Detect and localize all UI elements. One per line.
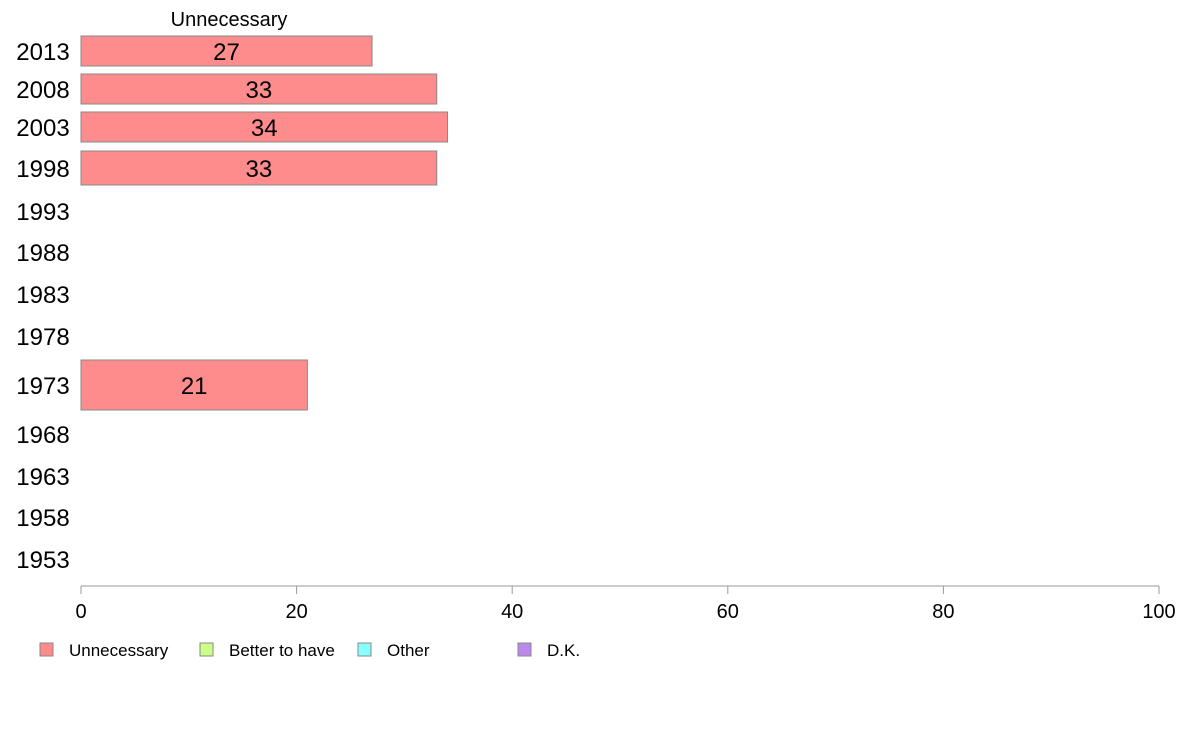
bar-row: 2013 27 (16, 35, 373, 67)
value-label: 33 (246, 77, 273, 104)
year-label: 1963 (16, 464, 69, 491)
bar-row: 1993 (16, 199, 69, 226)
legend-label: Other (387, 641, 430, 660)
bar-unnecessary (80, 35, 373, 67)
tick-label: 40 (501, 601, 523, 623)
bar-row: 2008 33 (16, 73, 438, 105)
bar-row: 1963 (16, 464, 69, 491)
year-label: 1973 (16, 373, 69, 400)
x-axis: 0 20 40 60 80 100 (75, 585, 1176, 623)
legend-swatch (199, 642, 214, 657)
year-label: 1958 (16, 505, 69, 532)
legend: Unnecessary Better to have Other D.K. (39, 641, 580, 660)
tick-label: 0 (75, 601, 86, 623)
bar-unnecessary (80, 150, 438, 186)
legend-item: Better to have (199, 641, 335, 660)
year-label: 2008 (16, 77, 69, 104)
legend-item: D.K. (517, 641, 580, 660)
year-label: 1968 (16, 422, 69, 449)
bar-row: 1978 (16, 324, 69, 351)
value-label: 21 (181, 373, 208, 400)
tick-label: 80 (932, 601, 954, 623)
tick-label: 20 (285, 601, 307, 623)
value-label: 33 (246, 156, 273, 183)
bar-row: 1983 (16, 282, 69, 309)
year-label: 1953 (16, 547, 69, 574)
legend-swatch (357, 642, 372, 657)
year-label: 1993 (16, 199, 69, 226)
legend-item: Unnecessary (39, 641, 169, 660)
tick-label: 60 (717, 601, 739, 623)
bar-row: 1973 21 (16, 359, 308, 411)
year-label: 1998 (16, 156, 69, 183)
legend-swatch (39, 642, 54, 657)
year-label: 1983 (16, 282, 69, 309)
legend-label: Unnecessary (69, 641, 169, 660)
year-label: 2003 (16, 115, 69, 142)
legend-label: D.K. (547, 641, 580, 660)
year-label: 1978 (16, 324, 69, 351)
column-header: Unnecessary (171, 9, 288, 31)
legend-swatch (517, 642, 532, 657)
bar-row: 1958 (16, 505, 69, 532)
legend-label: Better to have (229, 641, 335, 660)
bar-unnecessary (80, 359, 308, 411)
bar-row: 2003 34 (16, 111, 449, 143)
value-label: 34 (251, 115, 278, 142)
tick-label: 100 (1142, 601, 1175, 623)
year-label: 2013 (16, 39, 69, 66)
bar-unnecessary (80, 111, 449, 143)
bar-row: 1988 (16, 240, 69, 267)
bar-unnecessary (80, 73, 438, 105)
year-label: 1988 (16, 240, 69, 267)
value-label: 27 (213, 39, 240, 66)
bar-row: 1968 (16, 422, 69, 449)
bar-row: 1998 33 (16, 150, 438, 186)
bar-row: 1953 (16, 547, 69, 574)
bar-rows: 2013 27 2008 33 2003 34 1998 33 1993 1988 1983 1978… (16, 35, 449, 574)
legend-item: Other (357, 641, 430, 660)
